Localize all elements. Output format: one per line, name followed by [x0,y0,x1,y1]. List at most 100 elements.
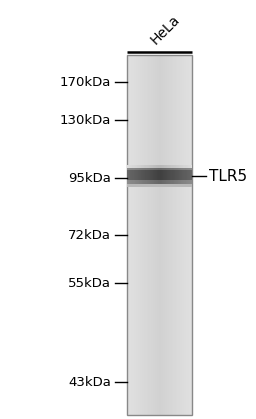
Bar [177,168,178,184]
Bar [128,55,129,415]
Bar [172,165,173,169]
Bar [136,165,137,187]
Bar [141,165,142,187]
Bar [188,165,189,187]
Bar [166,170,167,180]
Bar [151,168,152,184]
Bar [175,165,176,187]
Bar [155,170,156,180]
Bar [138,55,139,415]
Bar [167,170,168,180]
Bar [136,168,137,184]
Bar [173,170,174,180]
Bar [181,165,182,187]
Bar [165,170,166,180]
Bar [150,55,151,415]
Bar [152,170,153,180]
Bar [150,168,151,184]
Bar [163,165,164,187]
Bar [147,165,149,169]
Bar [155,55,156,415]
Bar [172,168,173,184]
Bar [140,165,141,169]
Bar [178,165,179,169]
Bar [137,55,138,415]
Bar [166,55,167,415]
Bar [186,165,187,169]
Bar [135,165,136,169]
Bar [157,55,158,415]
Bar [168,55,169,415]
Bar [189,55,190,415]
Bar [147,168,149,184]
Bar [169,170,170,180]
Bar [145,165,146,187]
Bar [166,168,167,184]
Bar [170,165,172,187]
Bar [174,165,175,169]
Bar [174,168,175,184]
Bar [127,165,128,187]
Bar [132,170,133,180]
Bar [142,55,143,415]
Bar [170,165,172,169]
Bar [156,55,157,415]
Bar [138,168,139,184]
Bar [169,165,170,169]
Bar [144,170,145,180]
Text: 130kDa: 130kDa [60,114,111,127]
Bar [167,165,168,169]
Bar [161,168,162,184]
Bar [152,168,153,184]
Bar [191,165,192,169]
Bar [141,165,142,169]
Bar [179,170,180,180]
Bar [186,55,187,415]
Bar [186,168,187,184]
Bar [145,168,146,184]
Bar [154,165,155,187]
Bar [143,55,144,415]
Bar [161,170,162,180]
Bar [146,170,147,180]
Bar [136,55,137,415]
Bar [174,165,175,187]
Bar [127,170,128,180]
Text: TLR5: TLR5 [209,168,247,184]
Bar [160,55,161,415]
Bar [177,165,178,169]
Bar [149,170,150,180]
Bar [132,168,133,184]
Bar [146,165,147,169]
Bar [190,165,191,169]
Bar [139,168,140,184]
Bar [127,55,128,415]
Bar [135,55,136,415]
Bar [148,55,149,415]
Bar [132,55,133,415]
Bar [149,55,150,415]
Bar [137,168,138,184]
Bar [150,170,151,180]
Bar [187,165,188,169]
Bar [162,168,163,184]
Bar [138,165,139,169]
Bar [187,55,188,415]
Bar [151,55,152,415]
Bar [182,165,183,169]
Bar [168,168,169,184]
Bar [137,165,138,169]
Bar [180,165,181,187]
Bar [133,165,135,187]
Bar [154,165,155,169]
Bar [135,168,136,184]
Bar [145,55,146,415]
Bar [177,55,178,415]
Bar [179,165,180,169]
Bar [164,55,165,415]
Bar [129,170,130,180]
Bar [146,168,147,184]
Bar [139,170,140,180]
Bar [131,55,132,415]
Bar [144,55,145,415]
